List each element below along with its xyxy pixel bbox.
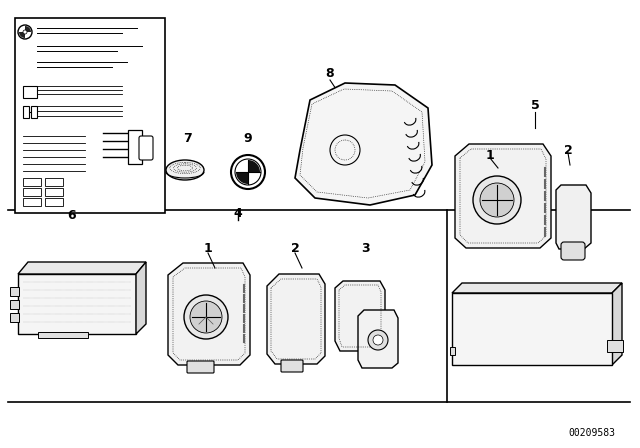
Text: 3: 3: [361, 241, 369, 254]
Wedge shape: [25, 26, 31, 32]
Wedge shape: [248, 160, 260, 172]
Circle shape: [184, 295, 228, 339]
Text: 1: 1: [204, 241, 212, 254]
Polygon shape: [136, 262, 146, 334]
Text: 5: 5: [531, 99, 540, 112]
Wedge shape: [236, 172, 248, 184]
Circle shape: [190, 301, 222, 333]
Bar: [128, 130, 142, 164]
Text: 2: 2: [291, 241, 300, 254]
Text: 6: 6: [68, 208, 76, 221]
Polygon shape: [358, 310, 398, 368]
Polygon shape: [556, 185, 591, 249]
Polygon shape: [18, 262, 146, 274]
Bar: [31, 106, 37, 118]
Polygon shape: [612, 283, 622, 365]
Wedge shape: [19, 32, 25, 38]
Bar: [23, 188, 41, 196]
Circle shape: [23, 30, 27, 34]
Circle shape: [473, 176, 521, 224]
Bar: [452, 293, 612, 365]
Polygon shape: [335, 281, 385, 351]
Polygon shape: [295, 83, 432, 205]
Text: 8: 8: [326, 66, 334, 79]
Text: 7: 7: [184, 132, 193, 145]
Bar: [38, 332, 88, 338]
Bar: [450, 347, 455, 355]
Text: 9: 9: [244, 132, 252, 145]
Bar: [45, 188, 63, 196]
FancyBboxPatch shape: [281, 360, 303, 372]
Circle shape: [480, 183, 514, 217]
Bar: [23, 86, 37, 98]
Bar: [45, 198, 63, 206]
Text: 2: 2: [564, 143, 572, 156]
Bar: [15, 18, 165, 213]
Text: 4: 4: [234, 207, 243, 220]
Circle shape: [368, 330, 388, 350]
Bar: [607, 340, 623, 352]
FancyBboxPatch shape: [187, 361, 214, 373]
Text: 00209583: 00209583: [568, 428, 615, 438]
Circle shape: [373, 335, 383, 345]
FancyBboxPatch shape: [561, 242, 585, 260]
Text: 1: 1: [486, 148, 494, 161]
Bar: [23, 106, 29, 118]
Circle shape: [231, 155, 265, 189]
Bar: [10, 313, 19, 322]
Polygon shape: [18, 274, 136, 334]
Circle shape: [235, 159, 261, 185]
Bar: [10, 300, 19, 309]
Polygon shape: [455, 144, 551, 248]
Bar: [23, 198, 41, 206]
Polygon shape: [452, 283, 622, 293]
FancyBboxPatch shape: [139, 136, 153, 160]
Bar: [23, 178, 41, 186]
Bar: [45, 178, 63, 186]
Bar: [10, 287, 19, 296]
Ellipse shape: [166, 160, 204, 180]
Polygon shape: [168, 263, 250, 365]
Polygon shape: [267, 274, 325, 364]
